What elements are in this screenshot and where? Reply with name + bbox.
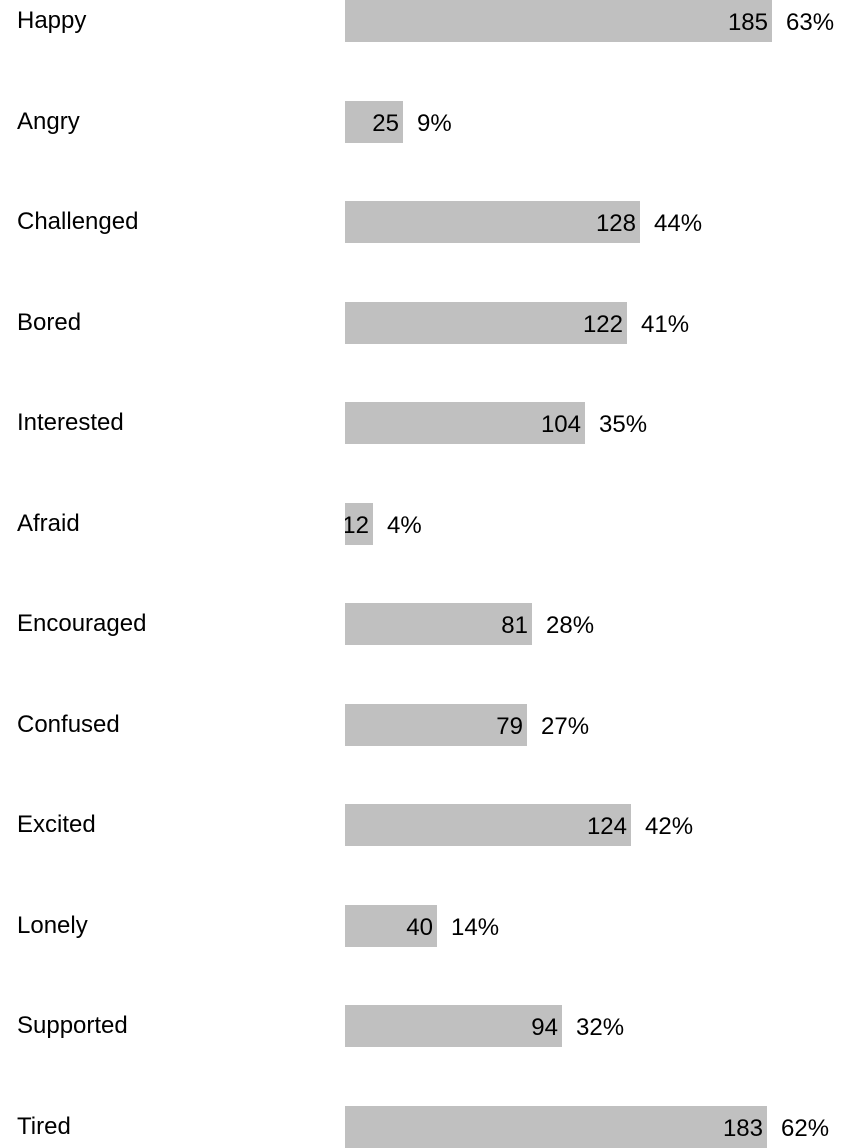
percentage-label: 63% [786,9,835,36]
category-label: Happy [17,7,87,34]
count-label: 81 [501,612,528,639]
percentage-label: 28% [546,612,595,639]
category-label: Interested [17,409,124,436]
bar: 124 [345,804,631,846]
category-label: Confused [17,710,120,738]
count-label: 12 [345,511,369,539]
count-label: 124 [586,813,627,840]
percentage-label: 35% [599,411,648,438]
category-label: Supported [17,1012,128,1039]
category-label: Angry [17,107,80,135]
bar: 94 [345,1005,562,1047]
bar: 122 [345,301,627,344]
count-label: 104 [540,411,581,438]
category-label: Afraid [17,509,80,537]
category-label: Encouraged [17,610,147,637]
count-label: 79 [496,712,523,740]
percentage-label: 41% [641,310,690,338]
bar: 12 [345,502,373,545]
bar: 25 [345,100,403,143]
category-label: Excited [17,811,96,838]
percentage-label: 4% [387,511,422,539]
percentage-label: 27% [541,712,590,740]
category-label: Challenged [17,208,139,235]
bar: 128 [345,201,640,243]
count-label: 183 [722,1114,763,1142]
percentage-label: 42% [645,813,694,840]
bar: 185 [345,0,772,42]
count-label: 185 [727,9,768,36]
count-label: 25 [372,109,399,137]
percentage-label: 14% [451,913,500,941]
bar: 104 [345,402,585,444]
count-label: 128 [595,210,636,237]
percentage-label: 62% [781,1114,830,1142]
bar: 40 [345,904,437,947]
percentage-label: 9% [417,109,452,137]
bar: 79 [345,703,527,746]
category-label: Tired [17,1112,71,1140]
percentage-label: 44% [654,210,703,237]
count-label: 94 [531,1014,558,1041]
category-label: Lonely [17,911,88,939]
percentage-label: 32% [576,1014,625,1041]
count-label: 122 [582,310,623,338]
count-label: 40 [406,913,433,941]
bar: 183 [345,1105,767,1148]
category-label: Bored [17,308,82,336]
bar: 81 [345,603,532,645]
